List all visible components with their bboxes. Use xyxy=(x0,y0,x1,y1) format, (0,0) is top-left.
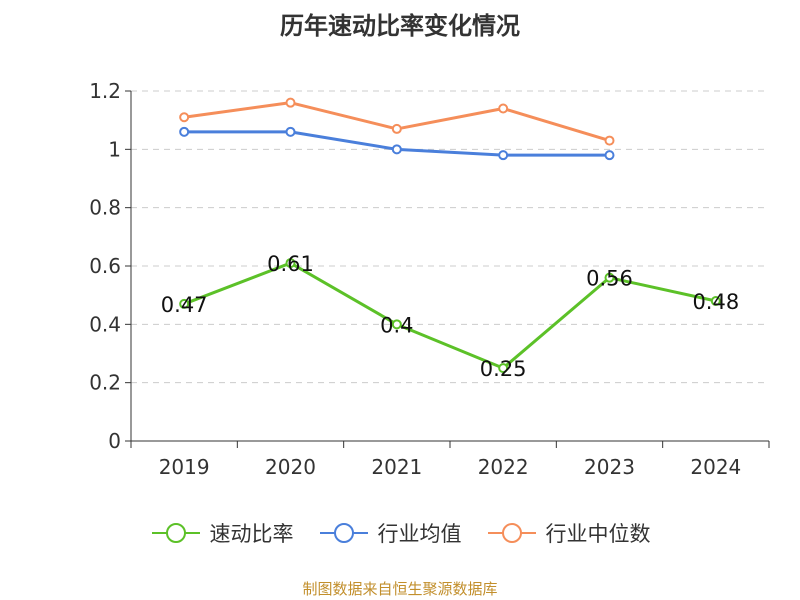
chart-title: 历年速动比率变化情况 xyxy=(280,12,520,40)
data-point xyxy=(391,123,402,134)
line-chart: 0 0.2 0.4 0.6 0.8 1 1.2 2019 2020 2021 2022 2023 202… xyxy=(89,79,770,479)
data-label: 0.4 xyxy=(380,313,413,337)
x-tick-label: 2022 xyxy=(478,455,529,479)
data-point xyxy=(391,144,402,155)
data-point xyxy=(285,258,296,269)
legend-item[interactable]: 速动比率 xyxy=(150,518,294,548)
data-source-note: 制图数据来自恒生聚源数据库 xyxy=(302,580,498,598)
y-tick-label: 0.4 xyxy=(89,312,121,336)
legend-label: 行业均值 xyxy=(377,522,462,546)
data-point xyxy=(604,272,615,283)
data-label: 0.47 xyxy=(161,293,208,317)
x-tick-label: 2023 xyxy=(584,455,635,479)
legend-label: 行业中位数 xyxy=(545,522,651,546)
legend-swatch xyxy=(151,523,200,543)
data-label: 0.25 xyxy=(480,357,527,381)
data-point xyxy=(498,103,509,114)
series-line-2 xyxy=(183,101,610,143)
data-point xyxy=(498,150,509,161)
x-tick-label: 2019 xyxy=(159,455,210,479)
data-point xyxy=(179,298,190,309)
y-tick-label: 1.2 xyxy=(89,79,121,103)
data-point xyxy=(391,319,402,330)
y-tick-label: 0.6 xyxy=(89,254,121,278)
legend-swatch xyxy=(319,523,368,543)
x-tick-label: 2024 xyxy=(690,455,741,479)
x-tick-label: 2020 xyxy=(265,455,316,479)
data-label: 0.48 xyxy=(692,290,739,314)
legend-swatch xyxy=(487,523,536,543)
y-tick-label: 0.8 xyxy=(89,196,121,220)
data-label: 0.61 xyxy=(267,252,314,276)
y-tick-label: 0 xyxy=(108,429,121,453)
legend-item[interactable]: 行业中位数 xyxy=(486,518,651,548)
y-tick-label: 1 xyxy=(108,137,121,161)
data-point xyxy=(498,363,509,374)
data-point xyxy=(710,296,721,306)
data-point xyxy=(604,150,615,161)
data-point xyxy=(604,135,615,146)
data-point xyxy=(179,126,190,137)
data-point xyxy=(179,112,190,123)
legend-item[interactable]: 行业均值 xyxy=(318,518,462,548)
series-line-0 xyxy=(183,261,717,370)
legend-label: 速动比率 xyxy=(209,522,294,546)
data-label: 0.56 xyxy=(586,267,633,291)
data-point xyxy=(285,126,296,137)
chart-legend: 速动比率 行业均值 行业中位数 xyxy=(0,518,800,548)
data-point xyxy=(285,97,296,108)
y-tick-label: 0.2 xyxy=(89,371,121,395)
x-tick-label: 2021 xyxy=(371,455,422,479)
